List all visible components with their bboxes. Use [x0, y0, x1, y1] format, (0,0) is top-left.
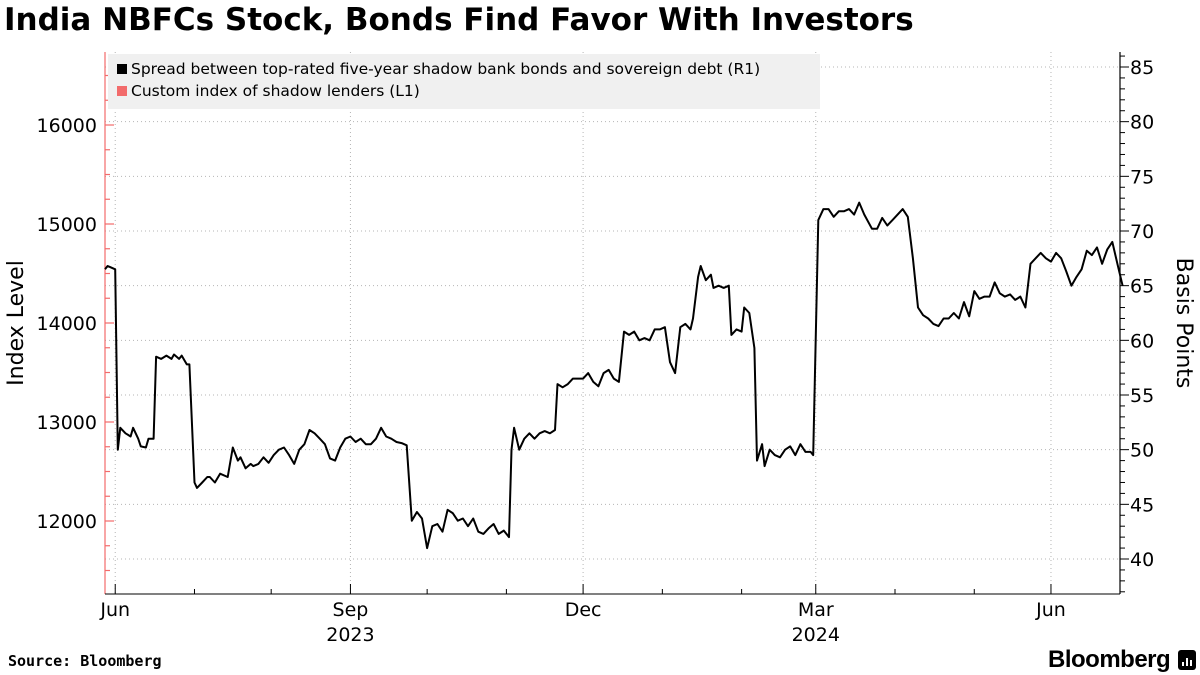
- x-year-label: 2023: [326, 624, 374, 646]
- bloomberg-terminal-icon: [1178, 650, 1196, 670]
- right-tick-label: 80: [1130, 112, 1154, 134]
- legend-label: Custom index of shadow lenders (L1): [131, 82, 420, 100]
- legend-swatch: [117, 86, 127, 96]
- right-axis-title: Basis Points: [1171, 258, 1196, 389]
- axis-labels: 12000 13000 14000 15000 16000 40 45 50 55 60 65 70 7…: [4, 57, 1196, 646]
- left-tick-label: 12000: [37, 511, 97, 533]
- right-tick-label: 45: [1130, 494, 1154, 516]
- right-tick-label: 40: [1130, 549, 1154, 571]
- left-tick-label: 15000: [37, 214, 97, 236]
- right-tick-label: 50: [1130, 440, 1154, 462]
- line-spread: [104, 201, 1124, 550]
- right-tick-label: 70: [1130, 221, 1154, 243]
- right-tick-label: 65: [1130, 276, 1154, 298]
- x-tick-label: Dec: [565, 599, 602, 621]
- right-tick-label: 60: [1130, 330, 1154, 352]
- x-tick-label: Jun: [1035, 599, 1066, 621]
- right-tick-label: 75: [1130, 166, 1154, 188]
- bloomberg-logo: Bloomberg: [1048, 646, 1171, 673]
- left-axis-title: Index Level: [4, 260, 29, 386]
- x-year-label: 2024: [792, 624, 840, 646]
- right-tick-label: 85: [1130, 57, 1154, 79]
- right-tick-label: 55: [1130, 385, 1154, 407]
- axes: [104, 52, 1129, 595]
- source-note: Source: Bloomberg: [8, 652, 162, 670]
- x-tick-label: Mar: [798, 599, 834, 621]
- chart-title: India NBFCs Stock, Bonds Find Favor With…: [4, 2, 914, 38]
- series-spread: [104, 201, 1124, 550]
- left-tick-label: 14000: [37, 313, 97, 335]
- grid-lines: [105, 52, 1120, 594]
- legend-label: Spread between top-rated five-year shado…: [131, 60, 760, 78]
- legend-swatch: [117, 64, 127, 74]
- legend-box: [108, 54, 820, 109]
- left-tick-label: 16000: [37, 115, 97, 137]
- x-tick-label: Jun: [99, 599, 130, 621]
- legend: Spread between top-rated five-year shado…: [108, 54, 820, 109]
- left-tick-label: 13000: [37, 412, 97, 434]
- x-tick-label: Sep: [333, 599, 369, 621]
